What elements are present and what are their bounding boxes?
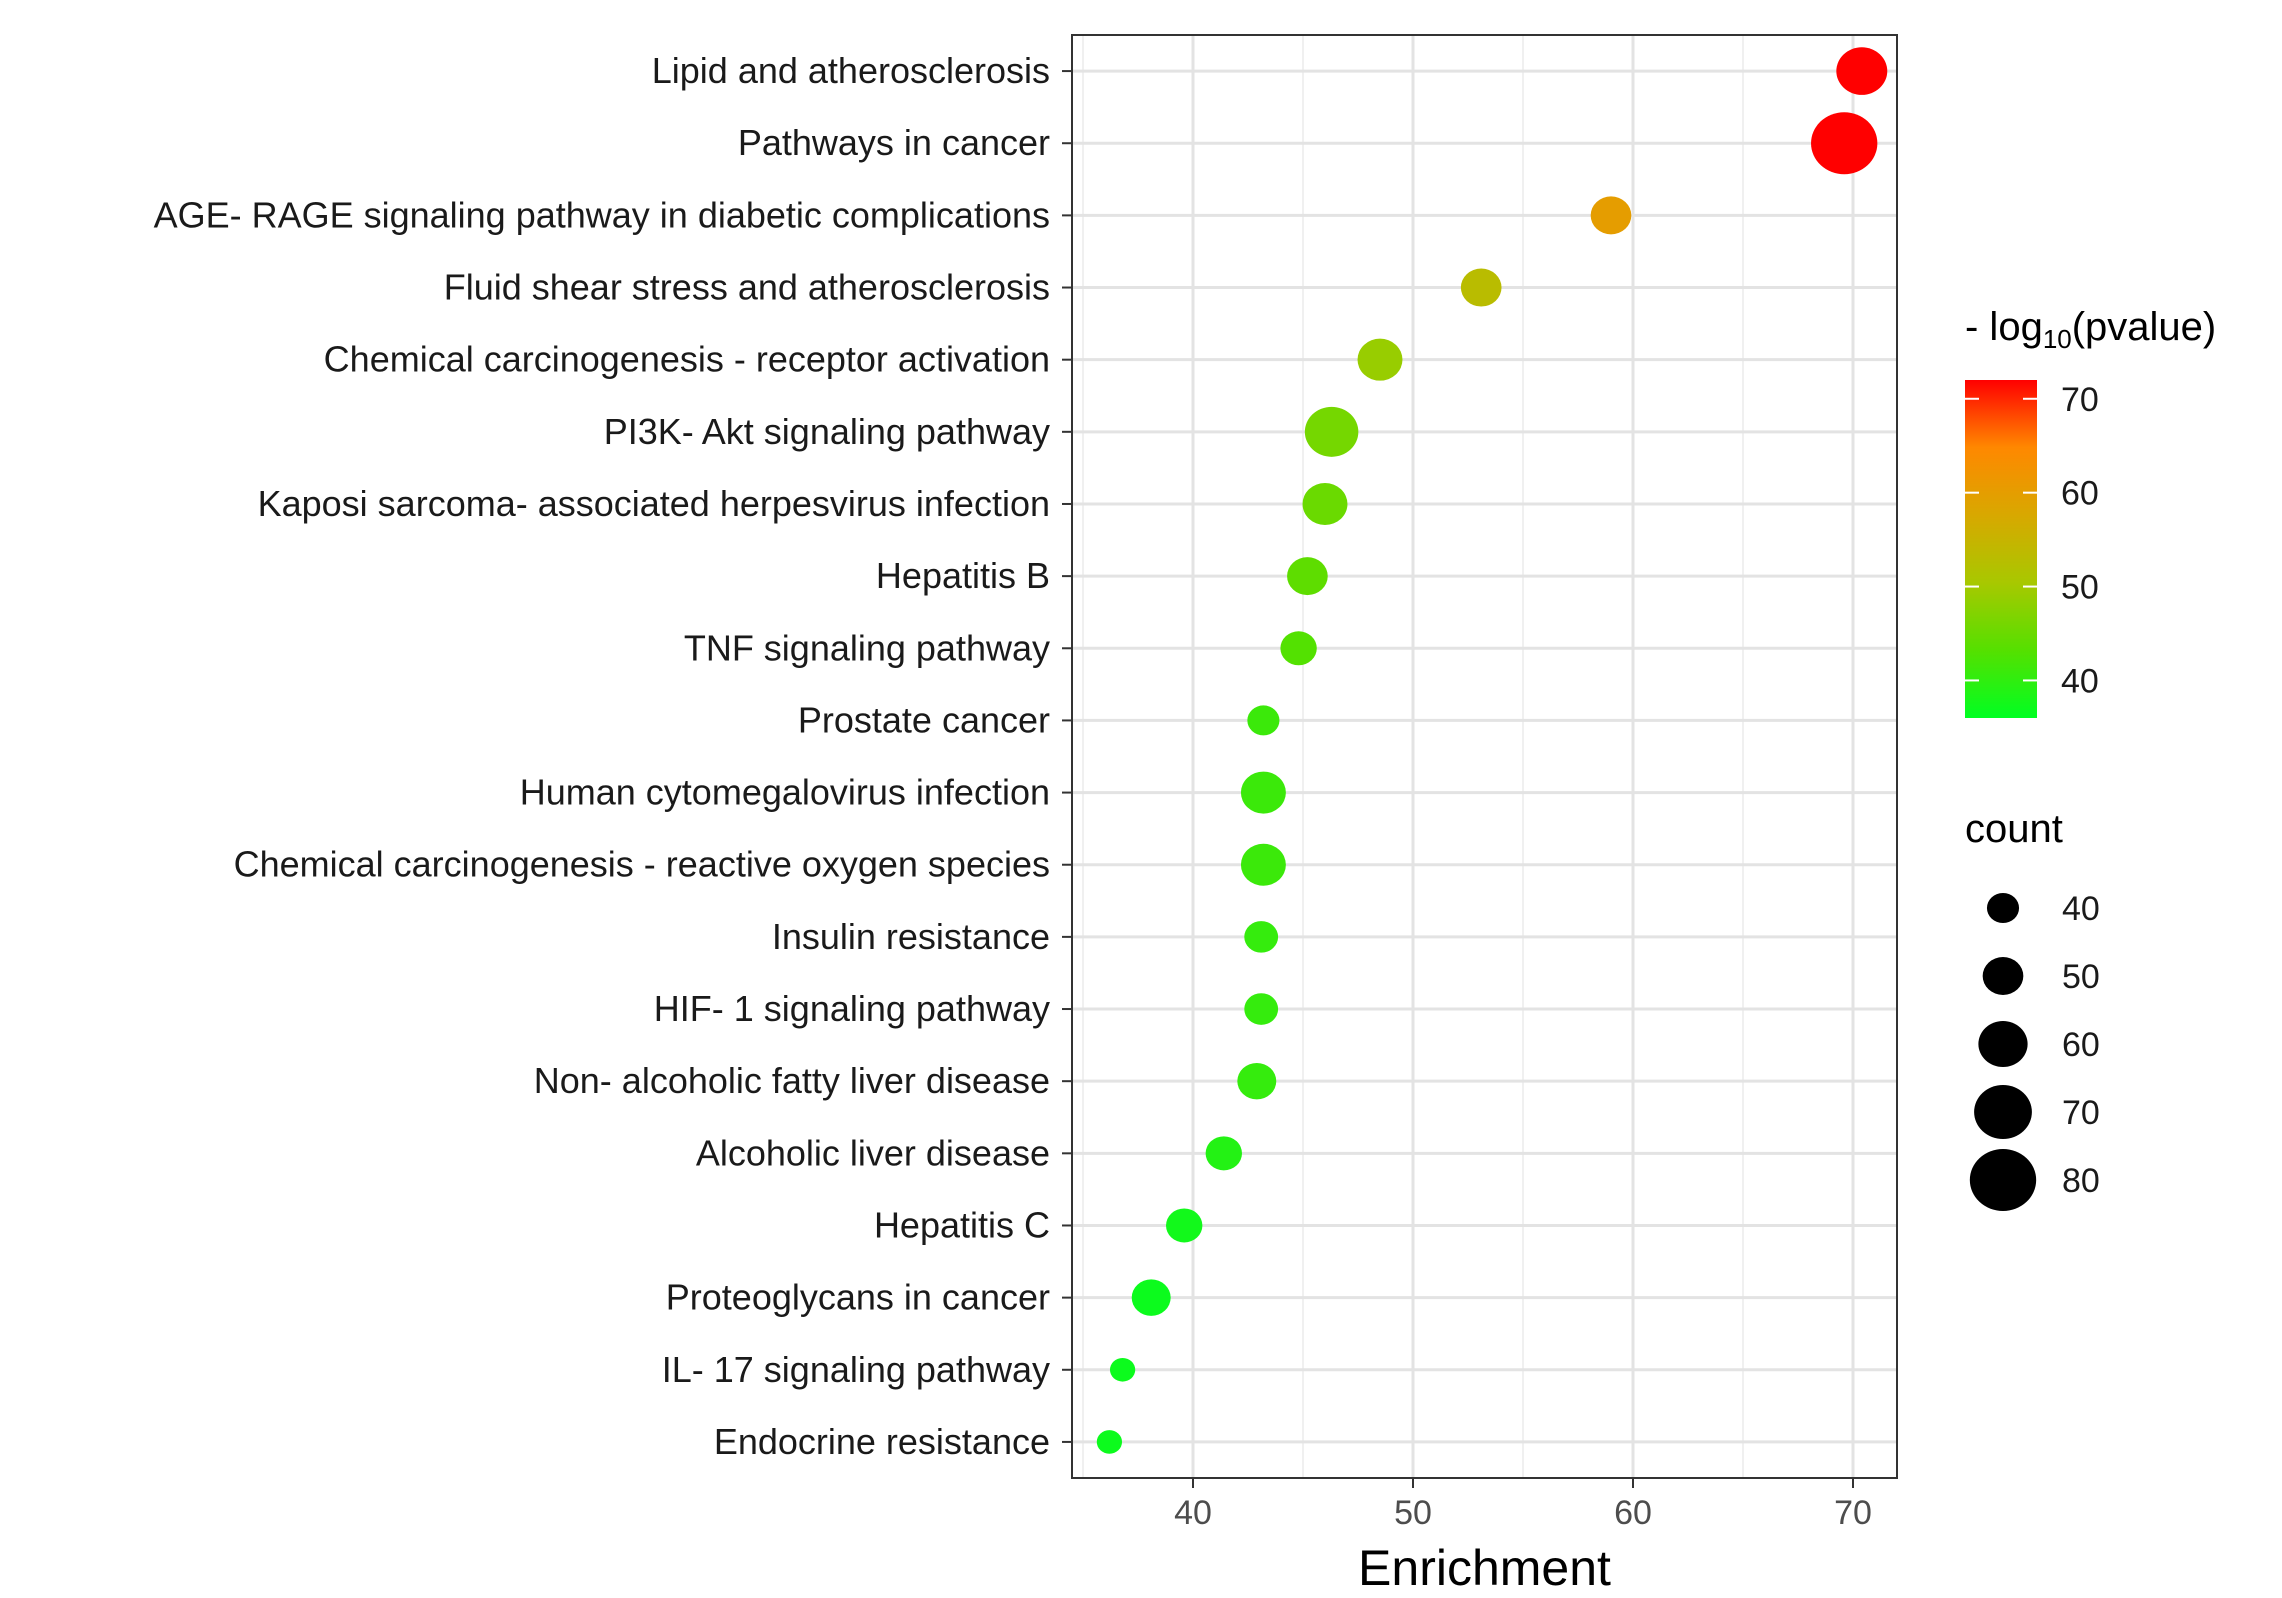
data-point [1460,268,1502,307]
data-point [1304,406,1359,457]
data-point [1205,1136,1242,1171]
color-legend-title: - log10(pvalue) [1965,305,2216,354]
data-point [1287,557,1328,596]
x-tick-label: 60 [1614,1494,1652,1532]
data-point [1247,705,1280,736]
color-bar-tick-label: 50 [2061,569,2099,607]
category-label: Pathways in cancer [738,122,1050,163]
size-legend-label: 80 [2062,1162,2100,1200]
data-point [1836,47,1888,95]
x-tick-label: 50 [1394,1494,1432,1532]
category-label: Non- alcoholic fatty liver disease [534,1060,1050,1101]
category-label: Kaposi sarcoma- associated herpesvirus i… [258,483,1050,524]
x-tick-label: 70 [1834,1494,1872,1532]
data-points [1096,47,1888,1454]
category-label: IL- 17 signaling pathway [662,1349,1050,1390]
size-legend-label: 50 [2062,958,2100,996]
size-legend-dot [1986,893,2020,923]
gridlines [1072,35,1897,1478]
data-point [1244,921,1279,953]
category-label: HIF- 1 signaling pathway [654,988,1050,1029]
color-legend: - log10(pvalue) 70 60 50 40 [1965,305,2216,718]
size-legend-label: 70 [2062,1094,2100,1132]
category-label: Hepatitis B [876,555,1050,596]
size-legend: count 40 50 60 70 80 [1965,807,2100,1211]
category-label: Prostate cancer [798,699,1050,740]
category-label: Hepatitis C [874,1204,1050,1245]
x-axis-ticks: 40 50 60 70 [1174,1478,1872,1532]
category-label: Alcoholic liver disease [696,1132,1050,1173]
category-label: AGE- RAGE signaling pathway in diabetic … [154,194,1050,235]
panel-background [1072,35,1897,1478]
size-legend-label: 60 [2062,1026,2100,1064]
data-point [1096,1430,1123,1454]
category-label: Insulin resistance [772,916,1050,957]
size-legend-dot [1969,1149,2037,1211]
category-label: Endocrine resistance [714,1421,1050,1462]
data-point [1244,993,1279,1025]
data-point [1240,771,1286,814]
category-label: Human cytomegalovirus infection [520,772,1050,813]
x-tick-label: 40 [1174,1494,1212,1532]
data-point [1131,1279,1171,1316]
data-point [1166,1208,1203,1243]
size-legend-keys: 40 50 60 70 80 [1969,890,2100,1211]
data-point [1590,196,1632,235]
category-label: TNF signaling pathway [684,627,1050,668]
color-bar-tick-label: 60 [2061,475,2099,513]
category-label: Fluid shear stress and atherosclerosis [444,267,1050,308]
data-point [1109,1357,1136,1382]
size-legend-dot [1978,1021,2028,1067]
category-label: Proteoglycans in cancer [666,1277,1050,1318]
size-legend-dot [1982,957,2024,995]
color-legend-title-prefix: - log [1965,305,2043,349]
size-legend-title: count [1965,807,2063,851]
data-point [1357,338,1403,381]
size-legend-dot [1974,1085,2032,1139]
color-legend-title-subscript: 10 [2043,324,2072,354]
data-point [1237,1062,1277,1100]
data-point [1240,843,1286,886]
data-point [1811,112,1878,175]
category-label: Lipid and atherosclerosis [652,50,1050,91]
color-bar [1965,380,2037,718]
data-point [1280,631,1317,666]
color-legend-title-suffix: (pvalue) [2072,305,2217,349]
category-label: PI3K- Akt signaling pathway [604,411,1050,452]
x-axis-title: Enrichment [1358,1540,1611,1596]
plot-border [1071,34,1898,1479]
data-point [1302,482,1348,525]
color-bar-tick-label: 40 [2061,662,2099,700]
category-labels: Lipid and atherosclerosis Pathways in can… [154,50,1072,1462]
size-legend-label: 40 [2062,890,2100,928]
color-bar-tick-label: 70 [2061,381,2099,419]
category-label: Chemical carcinogenesis - receptor activ… [324,339,1050,380]
plot-panel [1072,35,1897,1478]
category-label: Chemical carcinogenesis - reactive oxyge… [234,844,1050,885]
color-bar-ticks: 70 60 50 40 [1965,381,2099,700]
